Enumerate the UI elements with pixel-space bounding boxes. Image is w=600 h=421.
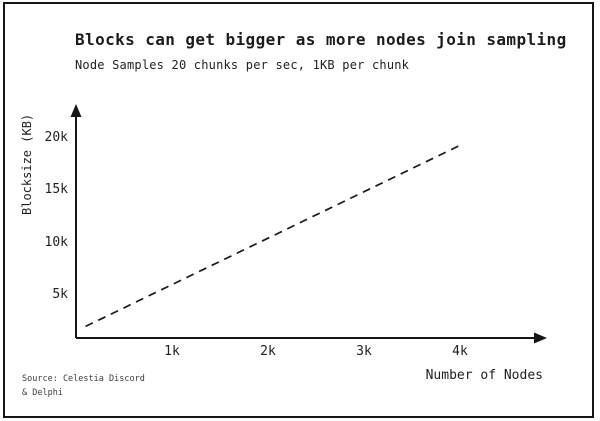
x-axis-label: Number of Nodes — [425, 368, 543, 383]
x-tick-label-3k: 3k — [356, 344, 372, 359]
y-axis-arrowhead-icon — [70, 104, 82, 117]
y-tick-label-5k: 5k — [52, 287, 68, 302]
y-tick-label-10k: 10k — [44, 235, 68, 250]
x-axis-arrowhead-icon — [534, 332, 547, 344]
x-tick-label-2k: 2k — [260, 344, 276, 359]
source-note: Source: Celestia Discord & Delphi — [22, 373, 145, 400]
x-tick-label-1k: 1k — [164, 344, 180, 359]
chart-title: Blocks can get bigger as more nodes join… — [75, 30, 567, 49]
x-tick-label-4k: 4k — [452, 344, 468, 359]
chart-subtitle: Node Samples 20 chunks per sec, 1KB per … — [75, 58, 410, 72]
source-note-line1: Source: Celestia Discord — [22, 374, 145, 384]
data-line — [85, 144, 461, 328]
source-note-line2: & Delphi — [22, 387, 63, 398]
y-tick-label-15k: 15k — [44, 182, 68, 197]
y-tick-label-20k: 20k — [44, 130, 68, 145]
